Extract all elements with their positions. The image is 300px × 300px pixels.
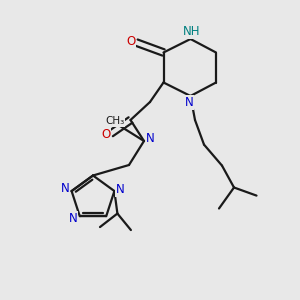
Text: N: N [184,96,194,109]
Text: N: N [116,183,125,196]
Text: N: N [146,132,155,145]
Text: N: N [69,212,77,225]
Text: N: N [61,182,69,195]
Text: O: O [127,34,136,48]
Text: O: O [101,128,110,142]
Text: CH₃: CH₃ [105,116,124,127]
Text: NH: NH [183,25,201,38]
